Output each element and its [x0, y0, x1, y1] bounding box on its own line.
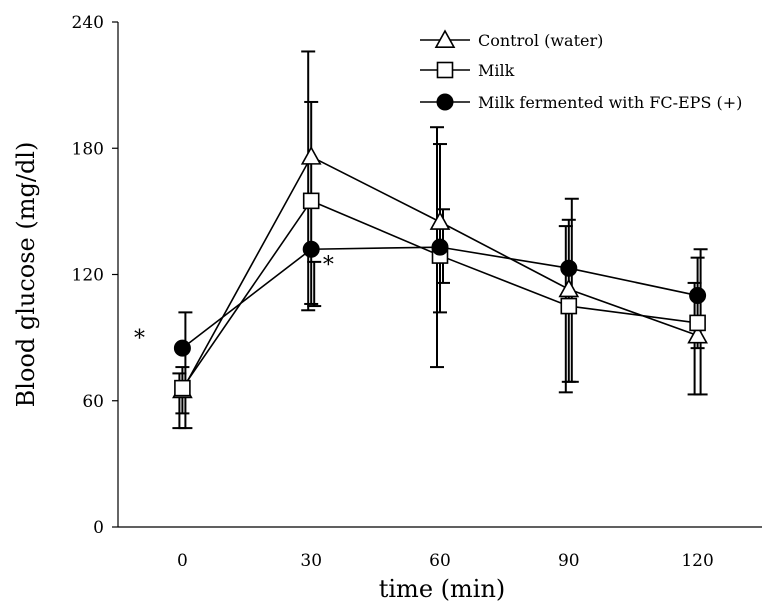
y-tick-label: 60 — [82, 392, 104, 412]
legend-label: Milk fermented with FC-EPS (+) — [478, 93, 742, 112]
control-point — [300, 146, 322, 165]
y-tick-label: 180 — [72, 139, 104, 159]
milk-point — [302, 192, 320, 210]
x-tick-label: 60 — [429, 551, 451, 571]
x-axis-title: time (min) — [379, 575, 506, 602]
legend-marker — [434, 29, 456, 49]
legend: Control (water) Milk Milk fermented with F… — [420, 29, 742, 112]
control-point — [687, 324, 708, 344]
x-tick-label: 30 — [300, 551, 322, 571]
legend-marker — [436, 93, 454, 111]
annotations: ** — [134, 253, 334, 352]
fermented-milk-point — [431, 238, 449, 256]
y-tick-label: 0 — [93, 518, 104, 538]
milk-point — [560, 297, 578, 315]
fermented-milk-point — [302, 240, 320, 258]
axes: 0 60 120 180 240 0 30 60 90 120 time (min) Blood gl… — [12, 13, 762, 602]
fermented-milk-point — [173, 339, 191, 357]
x-tick-label: 90 — [558, 551, 580, 571]
y-tick-label: 240 — [72, 13, 104, 33]
y-axis-title: Blood glucose (mg/dl) — [12, 142, 40, 408]
y-tick-label: 120 — [72, 266, 104, 286]
milk-point — [689, 314, 706, 332]
legend-label: Milk — [478, 61, 515, 80]
legend-label: Control (water) — [478, 31, 603, 50]
milk-point — [174, 379, 191, 397]
control-point — [429, 211, 451, 230]
significance-asterisk: * — [134, 327, 145, 352]
fermented-milk-point — [560, 259, 578, 277]
control-point — [558, 278, 580, 298]
x-tick-label: 0 — [177, 551, 188, 571]
legend-marker — [436, 61, 454, 79]
significance-asterisk: * — [323, 253, 334, 278]
fermented-milk-point — [689, 287, 707, 305]
x-tick-label: 120 — [681, 551, 713, 571]
series-markers — [172, 146, 708, 399]
